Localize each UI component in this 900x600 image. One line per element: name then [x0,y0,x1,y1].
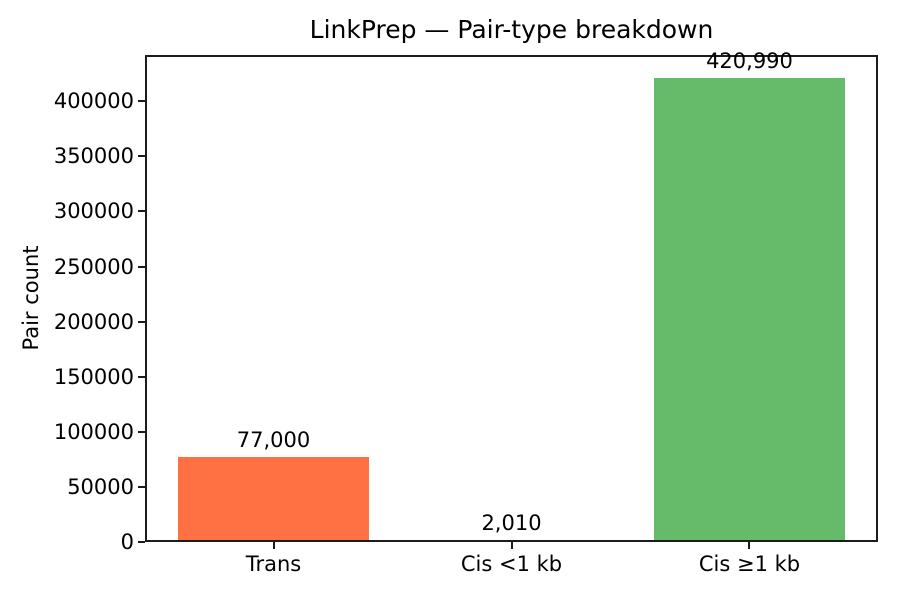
y-tick-mark [138,265,145,268]
x-tick-label: Cis ≥1 kb [698,552,801,576]
x-tick-mark [272,542,275,549]
bar-value-label: 2,010 [481,510,542,535]
y-tick-label: 350000 [53,144,134,169]
bar-value-label: 77,000 [236,428,311,453]
y-tick-mark [138,375,145,378]
y-tick-label: 400000 [53,89,134,114]
x-tick-mark [748,542,751,549]
chart-title: LinkPrep — Pair-type breakdown [309,15,714,44]
y-tick-mark [138,155,145,158]
y-tick-mark [138,430,145,433]
y-tick-mark [138,485,145,488]
y-tick-label: 200000 [53,309,134,334]
y-tick-mark [138,320,145,323]
y-tick-label: 300000 [53,199,134,224]
y-tick-mark [138,541,145,543]
y-tick-label: 250000 [53,254,134,279]
y-tick-label: 0 [120,530,134,554]
y-tick-label: 100000 [53,419,134,444]
y-tick-label: 150000 [53,364,134,389]
bar [178,457,369,542]
bar-value-label: 420,990 [706,49,793,74]
x-tick-label: Cis <1 kb [460,552,563,576]
x-tick-mark [510,542,513,549]
y-tick-mark [138,100,145,103]
bar [654,78,845,542]
x-tick-label: Trans [245,552,302,576]
y-tick-label: 50000 [67,474,134,499]
y-tick-mark [138,210,145,213]
